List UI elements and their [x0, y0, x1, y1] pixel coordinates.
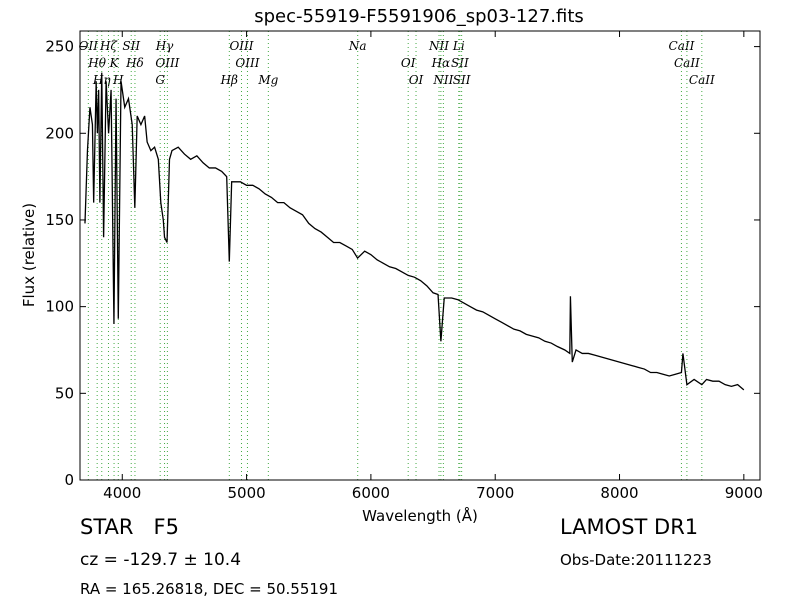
x-tick-label: 9000 [725, 484, 763, 502]
spectral-line-label: NII [428, 39, 449, 53]
date-label: Obs-Date:20111223 [560, 551, 712, 569]
spectral-line-label: Hζ [99, 39, 118, 53]
spectral-line-label: Na [348, 39, 367, 53]
spectral-line-label: OI [409, 73, 424, 87]
spectral-line-label: G [155, 73, 165, 87]
y-tick-label: 0 [64, 471, 74, 489]
y-axis-label: Flux (relative) [20, 203, 38, 307]
y-tick-label: 100 [45, 298, 74, 316]
y-tick-label: 50 [55, 384, 74, 402]
spectral-line-label: Hβ [220, 73, 238, 87]
spectral-line-label: Hδ [125, 56, 144, 70]
spectral-line-label: Li [452, 39, 465, 53]
spectral-line-label: SII [451, 56, 469, 70]
x-axis-label: Wavelength (Å) [362, 506, 478, 525]
spectral-line-label: H [112, 73, 124, 87]
plot-frame [79, 30, 761, 481]
survey-label: LAMOST DR1 [560, 515, 698, 539]
spectral-line-label: OIII [235, 56, 259, 70]
spectral-line-label: K [109, 56, 120, 70]
x-tick-label: 4000 [103, 484, 141, 502]
spectral-line-label: SII [453, 73, 471, 87]
spectral-line-label: OIII [155, 56, 179, 70]
spectral-line-label: SII [122, 39, 140, 53]
class-label: STAR F5 [80, 515, 179, 539]
spectrum-line [84, 72, 745, 391]
spectral-line-label: NII [432, 73, 453, 87]
x-tick-label: 6000 [352, 484, 390, 502]
x-tick-label: 7000 [476, 484, 514, 502]
x-tick-label: 5000 [227, 484, 265, 502]
y-tick-label: 250 [45, 38, 74, 56]
spectral-line-label: CaII [674, 56, 700, 70]
spectral-line-label: CaII [689, 73, 715, 87]
coords-label: RA = 165.26818, DEC = 50.55191 [80, 580, 338, 598]
spectral-line-label: OII [79, 39, 99, 53]
y-tick-label: 150 [45, 211, 74, 229]
chart-title: spec-55919-F5591906_sp03-127.fits [254, 6, 584, 27]
spectral-line-label: Hα [431, 56, 451, 70]
spectral-line-label: OIII [229, 39, 253, 53]
spectral-line-label: CaII [669, 39, 695, 53]
y-tick-label: 200 [45, 124, 74, 142]
spectral-line-label: Hθ [87, 56, 106, 70]
x-tick-label: 8000 [600, 484, 638, 502]
spectral-line-label: Mg [257, 73, 278, 87]
spectral-line-label: OI [401, 56, 416, 70]
spectral-line-label: Hγ [155, 39, 174, 53]
cz-label: cz = -129.7 ± 10.4 [80, 550, 241, 570]
